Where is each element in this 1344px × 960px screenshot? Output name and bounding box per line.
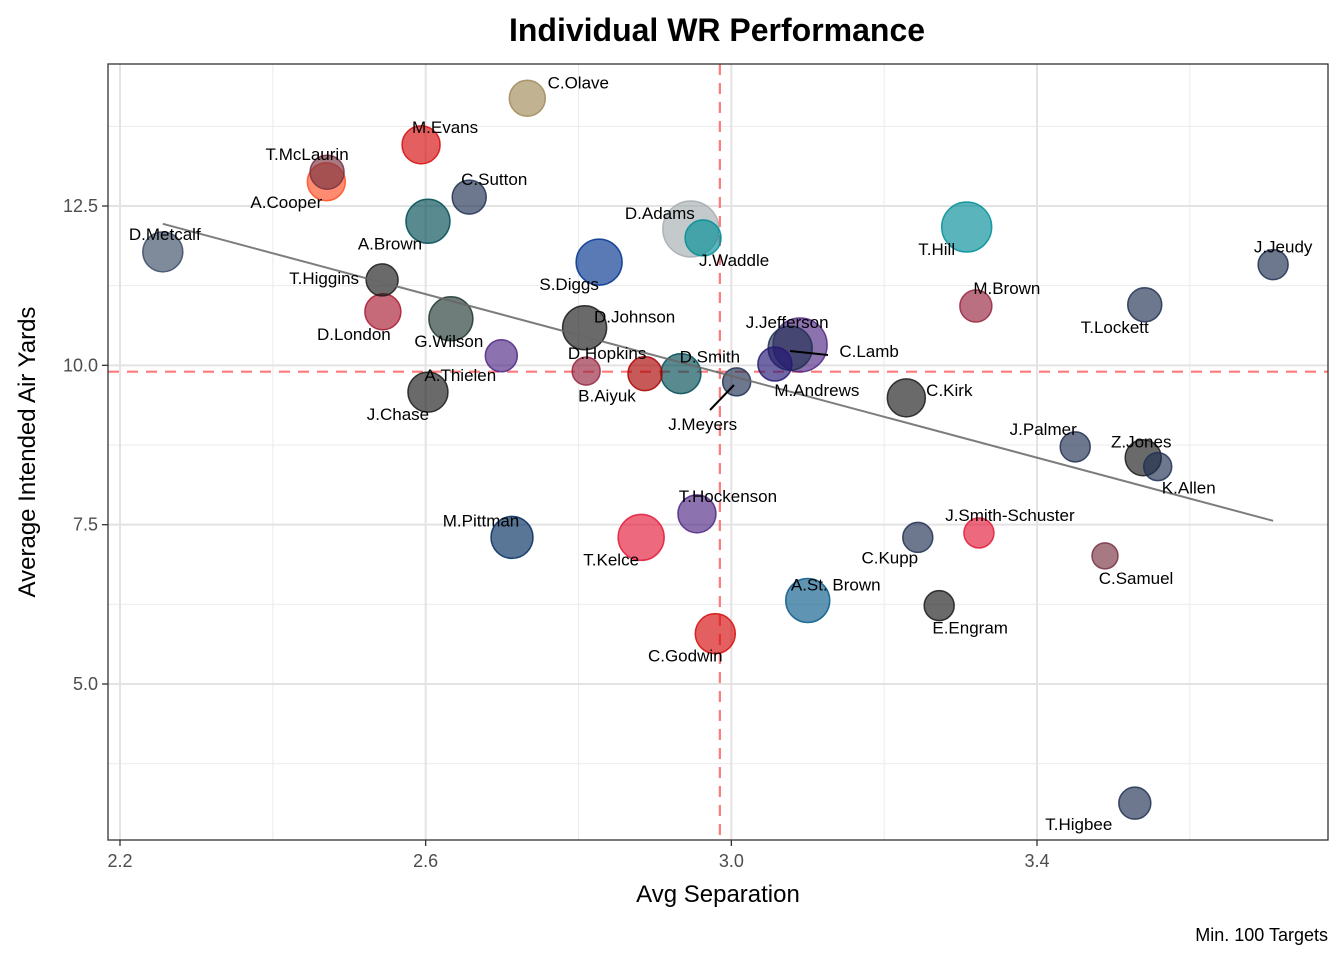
point-label: D.Smith: [680, 348, 740, 367]
data-point: [694, 612, 737, 655]
point-label: T.Higgins: [289, 269, 359, 288]
point-label: C.Sutton: [461, 170, 527, 189]
point-label: T.Hockenson: [679, 487, 777, 506]
x-tick-label: 3.0: [719, 851, 744, 871]
data-point: [940, 201, 993, 253]
data-point: [571, 356, 601, 386]
data-point: [365, 263, 399, 297]
x-axis-title: Avg Separation: [636, 881, 800, 908]
data-point: [484, 339, 519, 373]
data-point: [428, 296, 474, 342]
point-label: J.Meyers: [668, 415, 737, 434]
point-label: J.Palmer: [1010, 420, 1077, 439]
point-label: T.Higbee: [1045, 815, 1112, 834]
data-point: [508, 79, 547, 118]
data-point: [757, 346, 793, 382]
data-point: [963, 517, 995, 549]
x-tick-label: 2.6: [413, 851, 438, 871]
point-label: C.Olave: [548, 73, 609, 92]
point-label: K.Allen: [1162, 479, 1216, 498]
y-tick-label: 7.5: [73, 515, 98, 535]
chart-title: Individual WR Performance: [509, 12, 925, 48]
point-label: D.Adams: [625, 204, 695, 223]
y-tick-label: 5.0: [73, 674, 98, 694]
point-label: A.St. Brown: [791, 576, 881, 595]
point-label: Z.Jones: [1111, 433, 1171, 452]
point-label: D.London: [317, 325, 391, 344]
data-point: [959, 289, 993, 323]
point-label: J.Waddle: [699, 251, 769, 270]
point-label: C.Lamb: [839, 342, 899, 361]
data-point: [1126, 287, 1163, 323]
point-label: J.Smith-Schuster: [945, 506, 1075, 525]
data-point: [627, 355, 663, 392]
data-point: [684, 219, 722, 257]
point-label: C.Kirk: [926, 381, 973, 400]
point-label: A.Thielen: [424, 366, 496, 385]
data-point: [1091, 542, 1119, 570]
point-label: A.Brown: [358, 234, 422, 253]
point-label: M.Evans: [412, 118, 478, 137]
point-label: C.Godwin: [648, 647, 723, 666]
x-tick-label: 2.2: [107, 851, 132, 871]
data-point: [451, 179, 487, 215]
point-label: T.McLaurin: [266, 145, 349, 164]
data-point: [677, 494, 717, 534]
data-point: [617, 513, 665, 562]
point-label: M.Brown: [973, 279, 1040, 298]
point-label: G.Wilson: [414, 332, 483, 351]
point-label: E.Engram: [932, 619, 1008, 638]
chart-caption: Min. 100 Targets: [1195, 925, 1328, 945]
data-point: [785, 577, 831, 624]
data-point: [309, 154, 345, 190]
point-label: S.Diggs: [539, 275, 599, 294]
point-label: D.Hopkins: [568, 344, 646, 363]
y-tick-label: 10.0: [63, 355, 98, 375]
point-label: J.Chase: [367, 405, 429, 424]
point-label: C.Samuel: [1099, 569, 1174, 588]
point-label: A.Cooper: [250, 193, 322, 212]
label-leader-line: [709, 384, 735, 411]
panel-border: [107, 63, 1329, 841]
data-point: [1059, 431, 1091, 463]
data-point: [1257, 248, 1289, 281]
x-tick-label: 3.4: [1024, 851, 1049, 871]
point-label: J.Jefferson: [746, 313, 829, 332]
point-label: D.Johnson: [594, 308, 675, 327]
point-label: T.Hill: [918, 240, 955, 259]
y-axis-title: Average Intended Air Yards: [14, 307, 41, 598]
point-label: J.Jeudy: [1254, 238, 1313, 257]
point-label: M.Pittman: [443, 511, 520, 530]
point-label: T.Lockett: [1081, 318, 1149, 337]
data-point: [490, 515, 534, 560]
plot-panel: D.Metcalf T.McLaurin A.Cooper M.Evans C.Olav…: [63, 63, 1329, 871]
data-point: [405, 198, 451, 245]
trend-line: [162, 222, 1274, 522]
label-leader-line: [789, 350, 829, 356]
data-point: [902, 521, 934, 554]
point-label: B.Aiyuk: [578, 387, 636, 406]
y-tick-label: 12.5: [63, 196, 98, 216]
point-label: T.Kelce: [583, 550, 639, 569]
data-point: [401, 125, 441, 165]
data-point: [1142, 451, 1173, 482]
data-point: [886, 378, 927, 418]
data-point: [923, 589, 955, 622]
point-label: C.Kupp: [861, 548, 918, 567]
point-label: M.Andrews: [774, 381, 859, 400]
data-point: [575, 238, 623, 286]
point-label: D.Metcalf: [129, 225, 201, 244]
data-point: [142, 231, 184, 273]
data-point: [407, 371, 449, 413]
data-point: [1118, 786, 1152, 820]
